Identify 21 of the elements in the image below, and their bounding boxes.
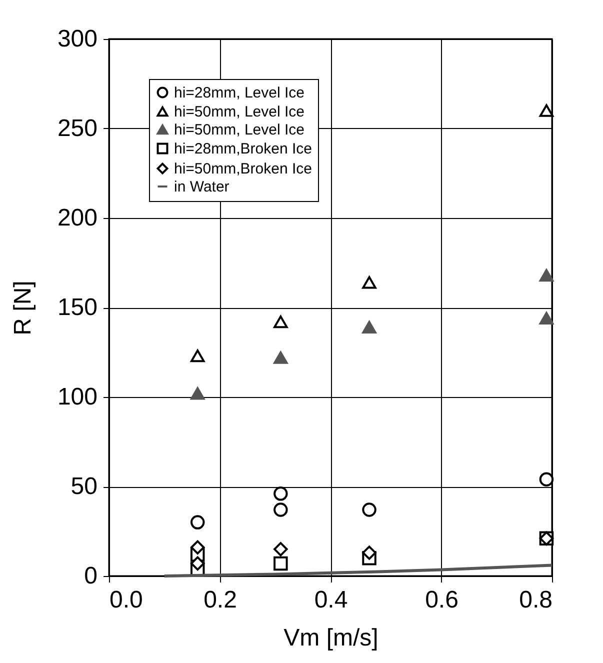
y-tick-label: 200: [57, 204, 98, 232]
y-tick-label: 100: [57, 384, 98, 410]
x-tick-label: 0.4: [314, 586, 348, 614]
y-tick-label: 300: [57, 26, 98, 52]
legend-label: hi=50mm, Level Ice: [174, 122, 304, 138]
x-tick-label: 0.0: [110, 586, 143, 614]
y-tick-label: 150: [57, 294, 98, 321]
legend-label: hi=50mm,Broken Ice: [174, 160, 312, 178]
y-tick-label: 0: [84, 562, 98, 590]
legend-label: hi=28mm,Broken Ice: [174, 140, 312, 158]
line-series: [162, 564, 554, 578]
y-tick-label: 50: [70, 473, 98, 500]
y-tick-label: 250: [57, 115, 98, 142]
legend-label: hi=50mm, Level Ice: [174, 104, 304, 120]
x-axis-title: Vm [m/s]: [284, 624, 378, 652]
legend-label: in Water: [174, 178, 230, 196]
x-tick-label: 0.8: [519, 586, 552, 614]
y-axis-title: R [N]: [9, 280, 36, 336]
legend-label: hi=28mm, Level Ice: [174, 84, 304, 102]
x-tick-label: 0.6: [425, 586, 458, 614]
x-tick-label: 0.2: [204, 586, 237, 614]
